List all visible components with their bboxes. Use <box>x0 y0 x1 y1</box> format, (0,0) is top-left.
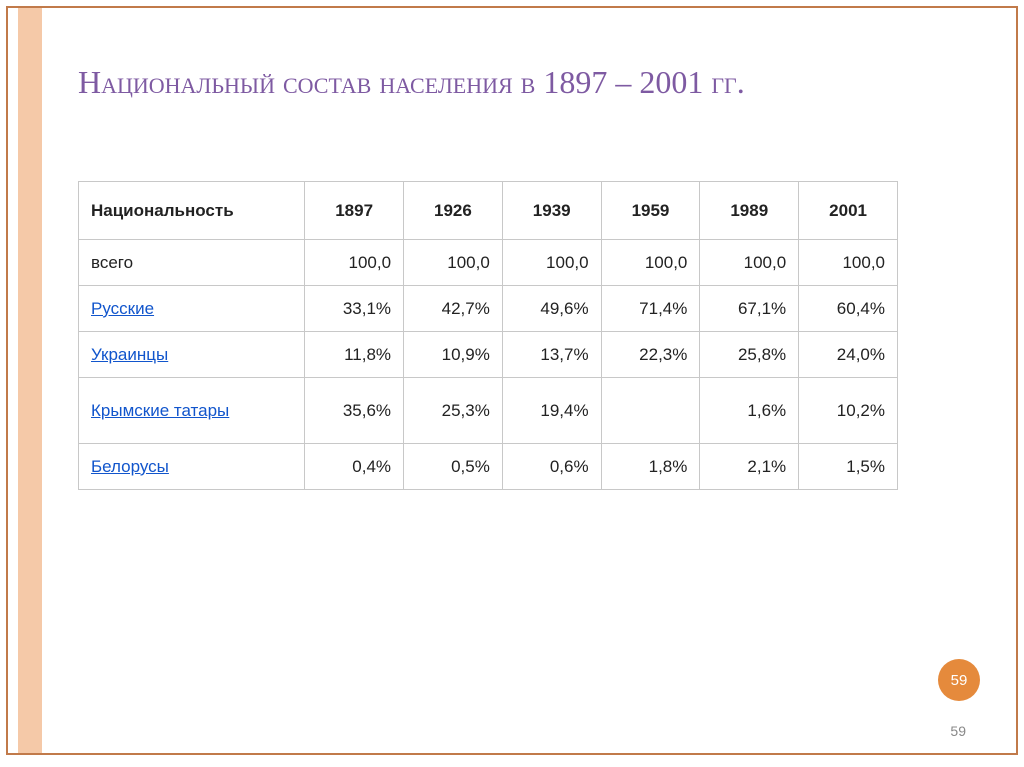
cell: 11,8% <box>305 332 404 378</box>
cell: 100,0 <box>502 240 601 286</box>
nationality-link[interactable]: Русские <box>91 299 154 318</box>
col-header-1926: 1926 <box>404 182 503 240</box>
cell: 19,4% <box>502 378 601 444</box>
cell: 22,3% <box>601 332 700 378</box>
row-label: Белорусы <box>79 444 305 490</box>
cell: 25,3% <box>404 378 503 444</box>
table-body: всего 100,0 100,0 100,0 100,0 100,0 100,… <box>79 240 898 490</box>
cell: 100,0 <box>404 240 503 286</box>
cell: 100,0 <box>700 240 799 286</box>
col-header-nationality: Национальность <box>79 182 305 240</box>
cell: 0,5% <box>404 444 503 490</box>
slide-frame: Национальный состав населения в 1897 – 2… <box>6 6 1018 755</box>
cell <box>601 378 700 444</box>
cell: 71,4% <box>601 286 700 332</box>
col-header-1959: 1959 <box>601 182 700 240</box>
population-table: Национальность 1897 1926 1939 1959 1989 … <box>78 181 898 490</box>
cell: 35,6% <box>305 378 404 444</box>
col-header-1897: 1897 <box>305 182 404 240</box>
row-label: Украинцы <box>79 332 305 378</box>
header-row: Национальность 1897 1926 1939 1959 1989 … <box>79 182 898 240</box>
footer-page-number: 59 <box>950 723 966 739</box>
cell: 100,0 <box>601 240 700 286</box>
nationality-link[interactable]: Белорусы <box>91 457 169 476</box>
cell: 25,8% <box>700 332 799 378</box>
cell: 67,1% <box>700 286 799 332</box>
cell: 10,2% <box>799 378 898 444</box>
cell: 2,1% <box>700 444 799 490</box>
cell: 0,6% <box>502 444 601 490</box>
table-row: Белорусы 0,4% 0,5% 0,6% 1,8% 2,1% 1,5% <box>79 444 898 490</box>
cell: 1,6% <box>700 378 799 444</box>
col-header-1989: 1989 <box>700 182 799 240</box>
cell: 13,7% <box>502 332 601 378</box>
cell: 100,0 <box>305 240 404 286</box>
cell: 0,4% <box>305 444 404 490</box>
cell: 24,0% <box>799 332 898 378</box>
cell: 33,1% <box>305 286 404 332</box>
left-decorative-stripe <box>18 8 42 753</box>
col-header-2001: 2001 <box>799 182 898 240</box>
cell: 100,0 <box>799 240 898 286</box>
nationality-link[interactable]: Крымские татары <box>91 401 229 420</box>
row-label: всего <box>79 240 305 286</box>
content-area: Национальный состав населения в 1897 – 2… <box>58 8 996 753</box>
table-row: Украинцы 11,8% 10,9% 13,7% 22,3% 25,8% 2… <box>79 332 898 378</box>
table-row: Русские 33,1% 42,7% 49,6% 71,4% 67,1% 60… <box>79 286 898 332</box>
table-row: Крымские татары 35,6% 25,3% 19,4% 1,6% 1… <box>79 378 898 444</box>
cell: 10,9% <box>404 332 503 378</box>
row-label: Русские <box>79 286 305 332</box>
col-header-1939: 1939 <box>502 182 601 240</box>
nationality-link[interactable]: Украинцы <box>91 345 168 364</box>
slide-title: Национальный состав населения в 1897 – 2… <box>78 63 996 101</box>
page-number-badge: 59 <box>938 659 980 701</box>
cell: 60,4% <box>799 286 898 332</box>
table-row: всего 100,0 100,0 100,0 100,0 100,0 100,… <box>79 240 898 286</box>
cell: 1,8% <box>601 444 700 490</box>
table-header: Национальность 1897 1926 1939 1959 1989 … <box>79 182 898 240</box>
cell: 1,5% <box>799 444 898 490</box>
cell: 49,6% <box>502 286 601 332</box>
row-label: Крымские татары <box>79 378 305 444</box>
cell: 42,7% <box>404 286 503 332</box>
